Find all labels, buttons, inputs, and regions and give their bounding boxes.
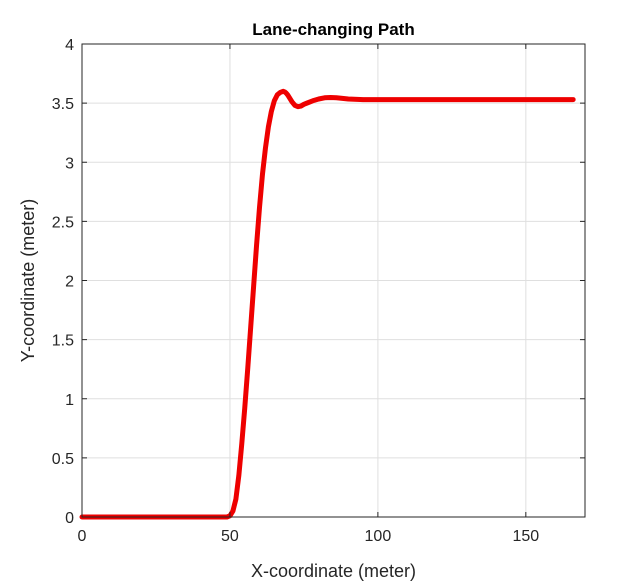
- x-tick-label: 100: [365, 528, 392, 545]
- y-tick-label: 0.5: [52, 451, 74, 468]
- y-tick-label: 3.5: [52, 96, 74, 113]
- x-tick-label: 0: [78, 528, 87, 545]
- y-tick-label: 1: [65, 392, 74, 409]
- tick-marks: [81, 43, 585, 518]
- x-tick-label: 50: [221, 528, 239, 545]
- x-axis-label: X-coordinate (meter): [251, 561, 416, 581]
- y-tick-label: 2: [65, 274, 74, 291]
- series-line: [79, 88, 576, 520]
- y-tick-label: 3: [65, 155, 74, 172]
- y-tick-label: 4: [65, 37, 74, 54]
- y-tick-label: 1.5: [52, 333, 74, 350]
- y-tick-label: 2.5: [52, 214, 74, 231]
- chart-title: Lane-changing Path: [252, 20, 414, 39]
- x-tick-label: 150: [512, 528, 539, 545]
- y-tick-label: 0: [65, 510, 74, 527]
- gridlines: [82, 44, 585, 517]
- tick-labels: 0 50 100 150 0 0.5 1 1.5 2 2.5 3 3.5 4: [52, 37, 540, 545]
- y-axis-label: Y-coordinate (meter): [18, 199, 38, 362]
- series-layer: [79, 88, 576, 520]
